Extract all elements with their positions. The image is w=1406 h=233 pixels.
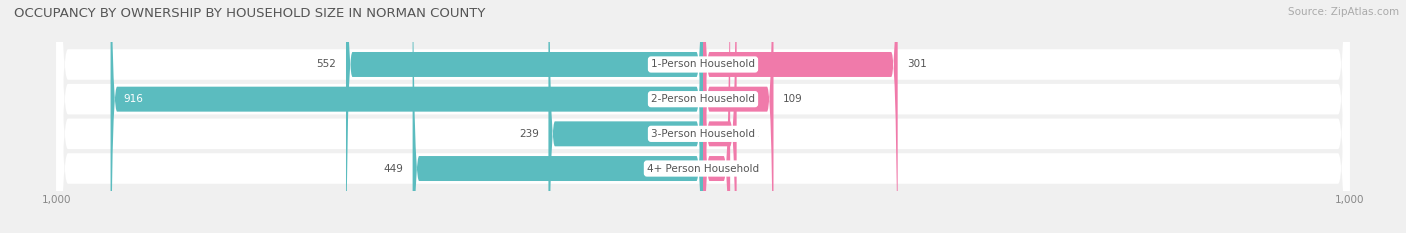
Text: 52: 52: [747, 129, 759, 139]
Text: 552: 552: [316, 59, 336, 69]
FancyBboxPatch shape: [703, 0, 773, 233]
FancyBboxPatch shape: [56, 0, 1350, 233]
FancyBboxPatch shape: [56, 0, 1350, 233]
FancyBboxPatch shape: [346, 0, 703, 233]
FancyBboxPatch shape: [111, 0, 703, 233]
Text: 4+ Person Household: 4+ Person Household: [647, 164, 759, 174]
FancyBboxPatch shape: [56, 0, 1350, 233]
Text: 916: 916: [124, 94, 143, 104]
Text: 42: 42: [740, 164, 754, 174]
Text: 449: 449: [382, 164, 404, 174]
Text: 109: 109: [783, 94, 803, 104]
Text: 2-Person Household: 2-Person Household: [651, 94, 755, 104]
Text: 1-Person Household: 1-Person Household: [651, 59, 755, 69]
FancyBboxPatch shape: [548, 0, 703, 233]
Text: Source: ZipAtlas.com: Source: ZipAtlas.com: [1288, 7, 1399, 17]
FancyBboxPatch shape: [703, 0, 897, 233]
Text: OCCUPANCY BY OWNERSHIP BY HOUSEHOLD SIZE IN NORMAN COUNTY: OCCUPANCY BY OWNERSHIP BY HOUSEHOLD SIZE…: [14, 7, 485, 20]
Text: 301: 301: [907, 59, 927, 69]
Text: 3-Person Household: 3-Person Household: [651, 129, 755, 139]
FancyBboxPatch shape: [703, 0, 737, 233]
FancyBboxPatch shape: [56, 0, 1350, 233]
Text: 239: 239: [519, 129, 538, 139]
FancyBboxPatch shape: [412, 0, 703, 233]
FancyBboxPatch shape: [703, 0, 730, 233]
